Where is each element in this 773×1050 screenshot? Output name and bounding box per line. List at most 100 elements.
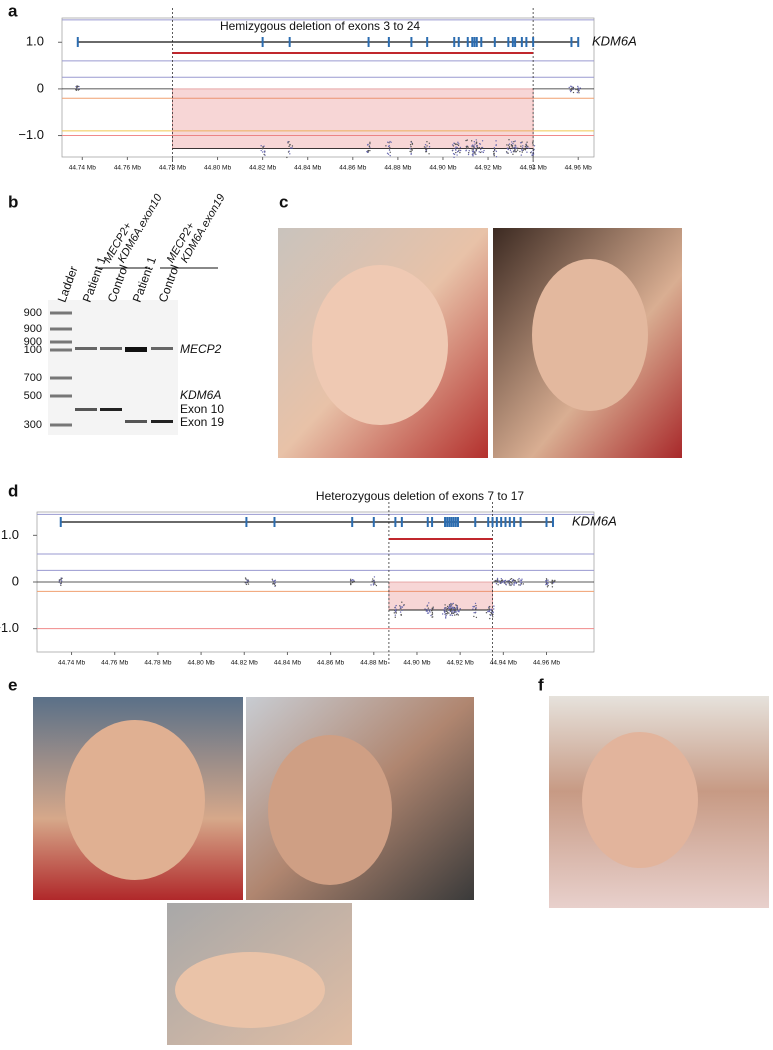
probe-dot — [478, 151, 480, 153]
probe-dot — [410, 151, 412, 153]
ladder-label: 900 — [24, 307, 42, 319]
probe-dot — [500, 578, 503, 580]
probe-dot — [532, 149, 535, 152]
probe-dot — [511, 146, 514, 148]
probe-dot — [452, 149, 454, 151]
probe-dot — [545, 580, 547, 582]
probe-dot — [579, 87, 581, 89]
probe-dot — [487, 608, 489, 611]
probe-dot — [61, 577, 63, 580]
probe-dot — [495, 580, 497, 583]
probe-dot — [515, 150, 518, 153]
photo-hand-shape — [175, 952, 325, 1028]
probe-dot — [349, 578, 352, 581]
x-tick-label: 44.96 Mb — [533, 660, 560, 667]
probe-dot — [456, 151, 459, 153]
probe-dot — [501, 581, 503, 584]
probe-dot — [467, 147, 469, 149]
probe-dot — [551, 579, 553, 582]
probe-dot — [390, 141, 392, 143]
probe-dot — [508, 139, 510, 141]
probe-dot — [522, 145, 524, 147]
probe-dot — [495, 140, 497, 142]
probe-dot — [493, 152, 495, 155]
probe-dot — [522, 583, 525, 585]
probe-dot — [458, 149, 460, 151]
probe-dot — [428, 153, 430, 155]
probe-dot — [444, 613, 446, 615]
probe-dot — [458, 611, 460, 613]
probe-dot — [452, 606, 454, 609]
probe-dot — [530, 151, 533, 153]
x-tick-label: 44.80 Mb — [188, 660, 215, 667]
probe-dot — [451, 612, 453, 615]
x-tick-label: 44.90 Mb — [403, 660, 430, 667]
probe-dot — [424, 143, 427, 146]
probe-dot — [399, 611, 402, 613]
probe-dot — [451, 603, 453, 605]
probe-dot — [247, 583, 250, 585]
probe-dot — [465, 146, 468, 148]
probe-dot — [466, 147, 468, 149]
probe-dot — [506, 580, 508, 583]
probe-dot — [260, 145, 262, 147]
gene-label: KDM6A — [572, 513, 617, 528]
probe-dot — [514, 140, 516, 142]
probe-dot — [60, 582, 62, 584]
x-tick-label: 44.74 Mb — [69, 165, 96, 172]
probe-dot — [58, 579, 61, 581]
probe-dot — [578, 92, 580, 94]
probe-dot — [526, 151, 528, 153]
probe-dot — [388, 142, 390, 144]
probe-dot — [545, 582, 548, 585]
probe-dot — [443, 608, 445, 611]
probe-dot — [394, 614, 397, 616]
probe-dot — [371, 580, 373, 582]
ladder-band — [50, 311, 72, 315]
y-tick-label: 1.0 — [26, 34, 44, 49]
probe-dot — [395, 604, 397, 607]
probe-dot — [545, 583, 547, 586]
probe-dot — [457, 609, 460, 612]
probe-dot — [375, 584, 378, 587]
probe-dot — [521, 151, 523, 153]
x-tick-label: 44.80 Mb — [204, 165, 231, 172]
probe-dot — [454, 614, 456, 616]
probe-dot — [389, 146, 391, 149]
x-tick-label: 44.76 Mb — [101, 660, 128, 667]
x-tick-label: 44.74 Mb — [58, 660, 85, 667]
probe-dot — [482, 151, 485, 154]
y-tick-label: 0 — [12, 573, 19, 588]
probe-dot — [468, 150, 470, 152]
probe-dot — [458, 143, 460, 145]
probe-dot — [373, 580, 375, 582]
probe-dot — [520, 582, 522, 585]
probe-dot — [465, 149, 467, 152]
probe-dot — [507, 144, 510, 146]
probe-dot — [502, 580, 504, 583]
probe-dot — [424, 608, 426, 610]
probe-dot — [455, 146, 457, 148]
probe-dot — [510, 577, 513, 580]
probe-dot — [60, 579, 62, 581]
probe-dot — [428, 610, 431, 612]
probe-dot — [288, 145, 290, 148]
probe-dot — [514, 581, 516, 583]
probe-dot — [245, 583, 248, 586]
probe-dot — [471, 150, 474, 153]
probe-dot — [448, 604, 451, 606]
probe-dot — [488, 609, 490, 612]
probe-dot — [509, 578, 512, 581]
probe-dot — [75, 88, 77, 91]
probe-dot — [395, 608, 397, 610]
probe-dot — [473, 141, 476, 143]
probe-dot — [508, 147, 510, 149]
probe-dot — [451, 610, 454, 612]
photo-face — [312, 265, 448, 425]
probe-dot — [551, 586, 554, 588]
probe-dot — [490, 613, 493, 615]
probe-dot — [429, 611, 431, 613]
probe-dot — [490, 614, 492, 617]
probe-dot — [495, 144, 497, 147]
